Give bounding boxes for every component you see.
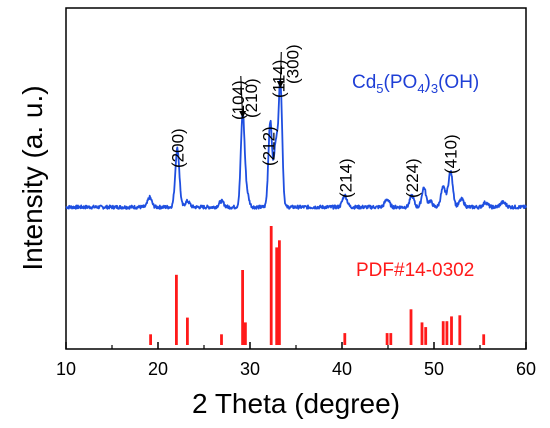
reference-stick [445, 321, 449, 345]
x-tick-label: 10 [56, 359, 76, 379]
reference-stick [389, 333, 393, 345]
reference-stick [149, 334, 152, 345]
reference-stick [175, 274, 178, 345]
reference-stick [241, 270, 244, 345]
x-tick-label: 20 [148, 359, 168, 379]
peak-label: (200) [168, 128, 187, 168]
peak-arrows [239, 51, 284, 119]
reference-stick [458, 315, 462, 346]
reference-stick [450, 316, 453, 345]
x-tick-label: 40 [332, 359, 352, 379]
x-axis-title: 2 Theta (degree) [192, 388, 400, 419]
x-axis-ticks [65, 342, 527, 349]
x-tick-label: 50 [424, 359, 444, 379]
reference-stick [482, 334, 486, 345]
peak-label: (104) [229, 80, 248, 120]
reference-stick [424, 327, 428, 345]
peak-label: (114) [270, 60, 289, 98]
reference-stick [343, 333, 347, 345]
reference-stick [244, 322, 247, 345]
peak-label: (224) [403, 158, 422, 198]
peak-label: (210) [242, 78, 261, 118]
arrow-head [276, 81, 284, 88]
reference-stick [275, 247, 279, 345]
peak-label: (300) [283, 44, 302, 84]
reference-stick [186, 317, 189, 345]
reference-stick [220, 334, 223, 345]
series-label-reference: PDF#14-0302 [356, 260, 474, 281]
reference-stick [278, 240, 281, 345]
reference-stick [385, 333, 389, 345]
peak-annotations: (200) (104)(210) (212) (114)(300) (214) (224)… [168, 44, 460, 198]
x-tick-label: 30 [240, 359, 260, 379]
reference-sticks [149, 226, 486, 346]
series-label-measured: Cd5(PO4)3(OH) [352, 72, 479, 96]
peak-label: (410) [442, 134, 461, 174]
x-tick-label: 60 [516, 359, 536, 379]
y-axis-title: Intensity (a. u.) [17, 85, 48, 270]
series-line-measured [65, 78, 527, 210]
peak-label: (212) [259, 126, 278, 166]
arrow-head [239, 111, 247, 118]
reference-stick [420, 322, 424, 345]
reference-stick [441, 321, 445, 345]
reference-stick [409, 309, 413, 345]
reference-stick [269, 226, 273, 345]
x-axis-tick-labels: 10 20 30 40 50 60 [56, 359, 536, 379]
peak-label: (214) [337, 158, 356, 198]
